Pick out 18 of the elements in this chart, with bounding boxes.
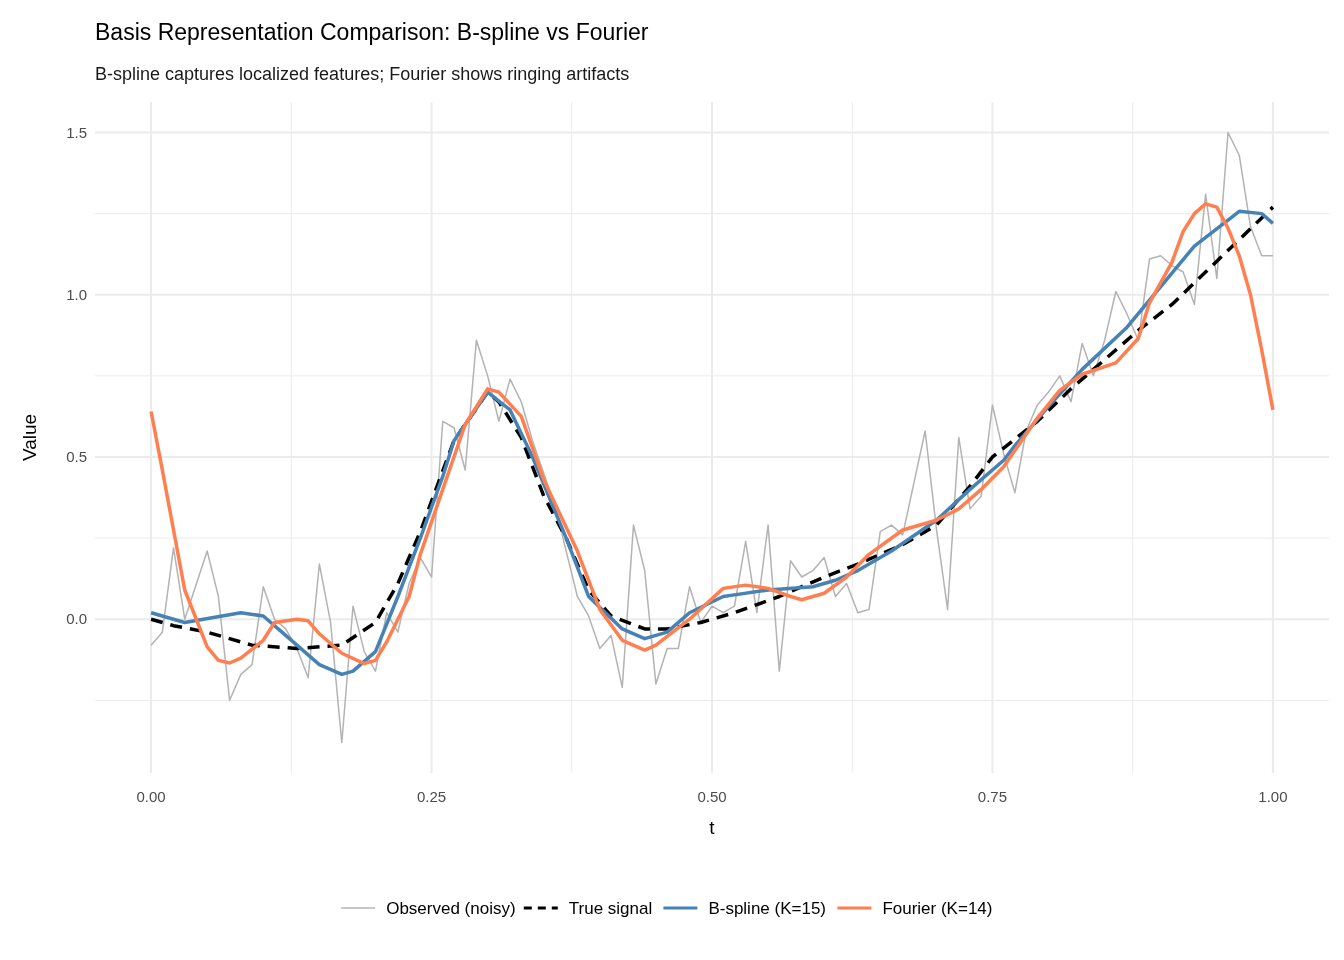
legend-label: B-spline (K=15)	[708, 899, 827, 918]
chart-subtitle: B-spline captures localized features; Fourier shows ringing artifacts	[95, 64, 630, 84]
y-tick-label: 1.5	[66, 123, 87, 141]
legend-label: Fourier (K=14)	[882, 899, 993, 918]
chart-title: Basis Representation Comparison: B-spline vs Fourier	[95, 19, 649, 45]
legend-label: True signal	[568, 899, 653, 918]
y-tick-label: 0.0	[66, 610, 87, 628]
x-tick-label: 0.75	[977, 788, 1008, 805]
x-tick-label: 0.00	[136, 788, 166, 805]
legend-label: Observed (noisy)	[386, 899, 516, 918]
x-tick-label: 0.50	[697, 788, 727, 805]
x-tick-label: 1.00	[1258, 788, 1288, 805]
x-tick-label: 0.25	[416, 788, 447, 805]
x-axis-title: t	[709, 817, 716, 838]
y-tick-label: 0.5	[66, 447, 87, 465]
y-axis-title: Value	[19, 413, 40, 462]
y-tick-label: 1.0	[66, 285, 87, 303]
line-series	[150, 131, 1274, 744]
